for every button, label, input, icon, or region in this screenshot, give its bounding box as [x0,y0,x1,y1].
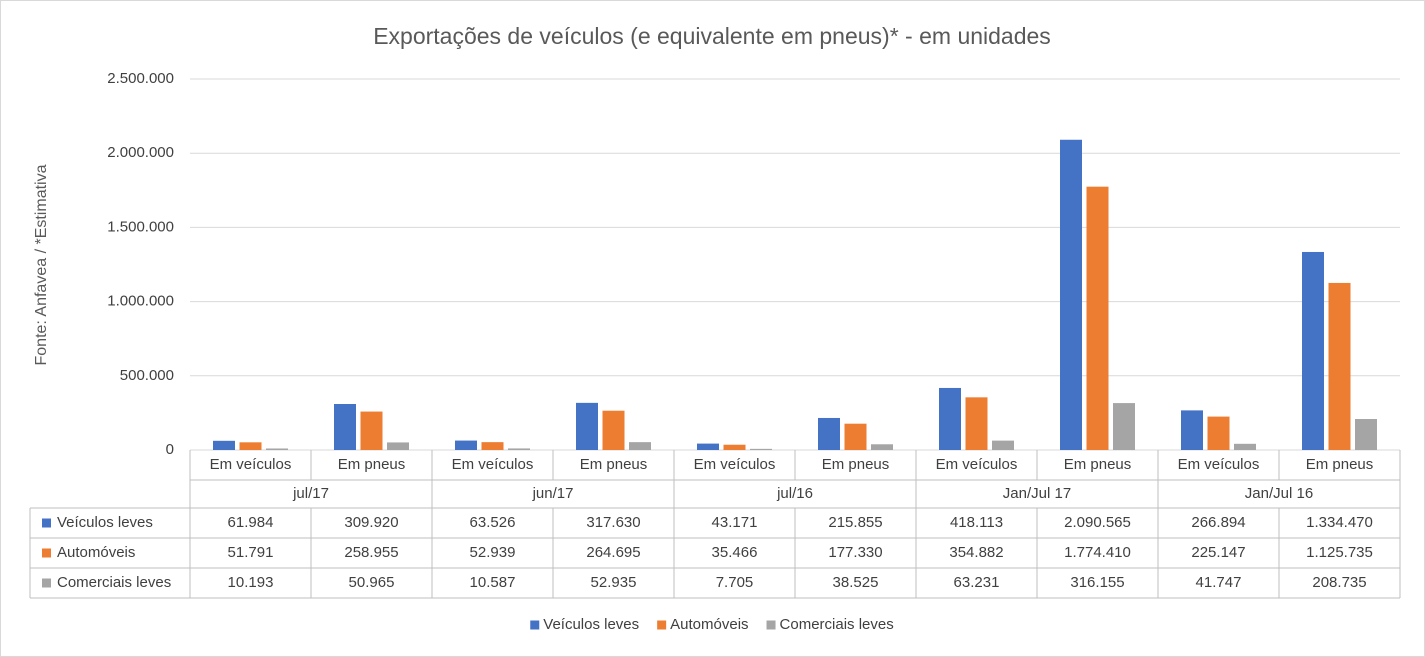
legend-label: Automóveis [670,616,748,633]
table-value: 51.791 [228,544,274,561]
bar [334,404,356,450]
table-swatch [42,518,51,528]
table-value: 52.939 [470,544,516,561]
table-row-label: Veículos leves [57,514,153,531]
table-value: 63.231 [954,574,1000,591]
bar [576,402,598,450]
table-value: 225.147 [1191,544,1245,561]
x-group-label: jun/17 [532,485,574,502]
y-axis-label: Fonte: Anfavea / *Estimativa [33,164,50,365]
table-value: 1.334.470 [1306,514,1373,531]
x-tick-label: Em veículos [1178,456,1260,473]
x-tick-label: Em pneus [580,456,648,473]
bar [1207,416,1230,450]
bar [1113,403,1135,450]
bar [992,440,1014,450]
table-value: 354.882 [949,544,1003,561]
table-value: 52.935 [591,574,637,591]
x-tick-label: Em veículos [936,456,1018,473]
table-swatch [42,548,51,558]
bar [1302,251,1324,450]
bar [723,444,746,450]
bar [387,442,409,450]
bar [965,397,988,450]
bar [629,442,651,450]
table-value: 43.171 [712,514,758,531]
table-value: 1.125.735 [1306,544,1373,561]
table-value: 2.090.565 [1064,514,1131,531]
x-tick-label: Em veículos [694,456,776,473]
bar [1181,410,1203,450]
y-tick-label: 1.500.000 [107,218,174,235]
table-value: 10.587 [470,574,516,591]
table-row-label: Automóveis [57,544,135,561]
bar [1086,186,1109,450]
legend-swatch [530,620,540,630]
legend-label: Veículos leves [543,616,639,633]
x-group-label: jul/16 [776,485,813,502]
bar [871,444,893,450]
bar [455,440,477,450]
bar [1060,139,1082,451]
table-value: 177.330 [828,544,882,561]
bar [602,410,625,450]
table-value: 208.735 [1312,574,1366,591]
x-tick-label: Em veículos [452,456,534,473]
legend-swatch [766,620,776,630]
table-value: 215.855 [828,514,882,531]
table-value: 10.193 [228,574,274,591]
bar [1234,443,1256,450]
y-tick-label: 500.000 [120,367,174,384]
table-value: 316.155 [1070,574,1124,591]
x-group-label: jul/17 [292,485,329,502]
bar [1328,282,1351,450]
bar [360,411,383,450]
table-value: 266.894 [1191,514,1245,531]
y-tick-label: 0 [166,441,174,458]
x-group-label: Jan/Jul 16 [1245,485,1313,502]
y-tick-label: 2.000.000 [107,144,174,161]
table-swatch [42,578,51,588]
bar [481,442,504,450]
table-value: 38.525 [833,574,879,591]
bar [213,440,235,450]
x-group-label: Jan/Jul 17 [1003,485,1071,502]
table-value: 61.984 [228,514,274,531]
table-value: 264.695 [586,544,640,561]
table-value: 418.113 [950,514,1003,531]
x-tick-label: Em pneus [1064,456,1132,473]
legend-label: Comerciais leves [780,616,894,633]
table-value: 35.466 [712,544,758,561]
bar [239,442,262,450]
y-tick-label: 1.000.000 [107,293,174,310]
table-value: 1.774.410 [1064,544,1131,561]
x-tick-label: Em pneus [822,456,890,473]
bar [697,443,719,450]
legend-swatch [657,620,667,630]
bar [818,417,840,450]
table-row-label: Comerciais leves [57,574,171,591]
bar [508,448,530,450]
x-tick-label: Em veículos [210,456,292,473]
bar [939,387,961,450]
table-value: 63.526 [470,514,516,531]
x-tick-label: Em pneus [1306,456,1374,473]
table-value: 309.920 [344,514,398,531]
bar [750,448,772,450]
chart-title: Exportações de veículos (e equivalente e… [373,23,1051,49]
x-tick-label: Em pneus [338,456,406,473]
bar [266,448,288,450]
table-value: 317.630 [586,514,640,531]
table-value: 258.955 [344,544,398,561]
table-value: 50.965 [349,574,395,591]
table-value: 41.747 [1196,574,1242,591]
y-tick-label: 2.500.000 [107,70,174,87]
bar [844,423,867,450]
table-value: 7.705 [716,574,754,591]
bar [1355,419,1377,450]
